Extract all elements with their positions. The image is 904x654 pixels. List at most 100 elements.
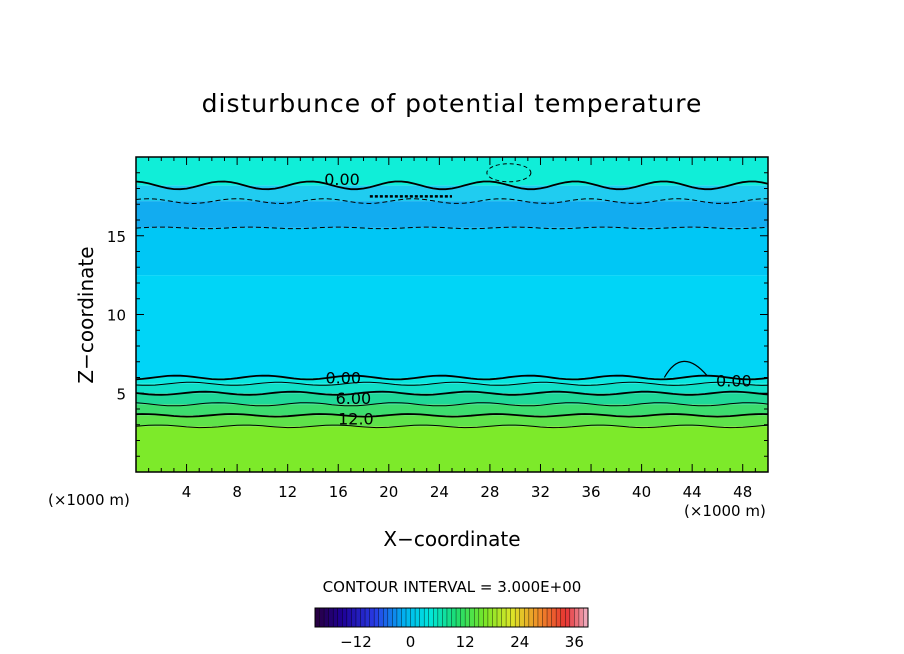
x-tick-label: 20 [379,483,398,501]
colorbar-segment [574,608,580,627]
contour-label-2: 6.00 [336,389,372,408]
x-unit-label: (×1000 m) [684,502,766,520]
x-tick-label: 12 [278,483,297,501]
colorbar-segment [378,608,384,627]
colorbar-segment [328,608,334,627]
colorbar-tick-label: 36 [565,633,584,651]
contour-bump [663,360,708,378]
x-axis-label: X−coordinate [383,527,520,551]
field-band-7 [136,227,768,276]
contour-lines [136,163,768,429]
colorbar-segment [469,608,475,627]
colorbar-segment [583,608,589,627]
field-band-3 [136,393,768,405]
colorbar-segment [456,608,461,627]
colorbar-segment [551,608,557,627]
colorbar-segment [569,608,575,627]
field-band-1 [136,415,768,427]
colorbar-segment [460,608,466,627]
colorbar-segment [560,608,566,627]
colorbar-segment [519,608,525,627]
contour-dashed-ellipse [486,163,532,183]
colorbar-segment [442,608,448,627]
colorbar-segment [451,608,457,627]
colorbar-segment [410,608,416,627]
colorbar-segment [337,608,343,627]
x-tick-label: 28 [480,483,499,501]
contour-interval-text: CONTOUR INTERVAL = 3.000E+00 [323,578,582,596]
contour-line-5 [136,374,768,381]
colorbar-segment [515,608,521,627]
field-band-5 [136,377,768,384]
colorbar-segment [369,608,375,627]
colorbar-segment [524,608,530,627]
colorbar-segment [419,608,425,627]
colorbar-segment [510,608,516,627]
colorbar-segment [578,608,584,627]
y-tick-label: 5 [116,385,126,403]
colorbar-segment [392,608,398,627]
field-band-2 [136,404,768,416]
colorbar-segment [465,608,470,627]
colorbar-segment [446,608,452,627]
colorbar-segment [533,608,539,627]
colorbar-segment [315,608,320,627]
contour-line-4 [136,381,768,386]
colorbar-segment [374,608,379,627]
contour-line-2 [136,402,768,407]
contour-line-0 [136,424,768,429]
x-tick-label: 44 [683,483,702,501]
colorbar-segment [346,608,352,627]
colorbar-segment [528,608,534,627]
colorbar-segment [497,608,502,627]
colorbar-segment [396,608,402,627]
contour-label-4: 0.00 [716,372,752,391]
field-band-4 [136,383,768,394]
contour-line-1 [136,413,768,418]
colorbar-segment [319,608,325,627]
x-tick-label: 40 [632,483,651,501]
colorbar-segment [387,608,393,627]
temperature-field [136,157,768,472]
x-tick-label: 24 [430,483,449,501]
colorbar-segment [542,608,548,627]
colorbar-segment [351,608,357,627]
y-tick-label: 10 [107,307,126,325]
colorbar-segment [565,608,571,627]
colorbar-segment [333,608,339,627]
x-axis-ticks: 4 8 12 16 20 24 28 32 36 40 44 48 [148,157,756,501]
z-unit-label: (×1000 m) [48,491,130,509]
colorbar-segment [474,608,480,627]
x-tick-label: 48 [733,483,752,501]
colorbar-segment [324,608,329,627]
colorbar-tick-label: 24 [510,633,529,651]
contour-line-8 [136,180,768,191]
colorbar-segment [401,608,407,627]
colorbar-segment [487,608,493,627]
colorbar-segment [415,608,420,627]
colorbar-segment [492,608,498,627]
colorbar-frame [314,607,589,628]
colorbar-segment [424,608,430,627]
contour-label-3: 12.0 [338,409,374,428]
contour-line-7 [136,198,768,205]
colorbar-segment [437,608,443,627]
colorbar-segment [360,608,366,627]
colorbar-segment [483,608,489,627]
colorbar: −12 0 12 24 36 [314,607,589,651]
x-tick-label: 36 [581,483,600,501]
colorbar-tick-label: 12 [456,633,475,651]
colorbar-segment [501,608,507,627]
colorbar-segment [342,608,348,627]
x-tick-label: 8 [232,483,242,501]
y-axis-ticks: 5 10 15 [107,172,768,457]
colorbar-segment [406,608,411,627]
colorbar-segment [355,608,361,627]
contour-label-1: 0.00 [325,369,361,388]
field-band-10 [136,157,768,186]
colorbar-tick-label: 0 [406,633,416,651]
field-band-6 [136,275,768,378]
y-axis-label: Z−coordinate [74,246,98,383]
colorbar-segment [433,608,439,627]
